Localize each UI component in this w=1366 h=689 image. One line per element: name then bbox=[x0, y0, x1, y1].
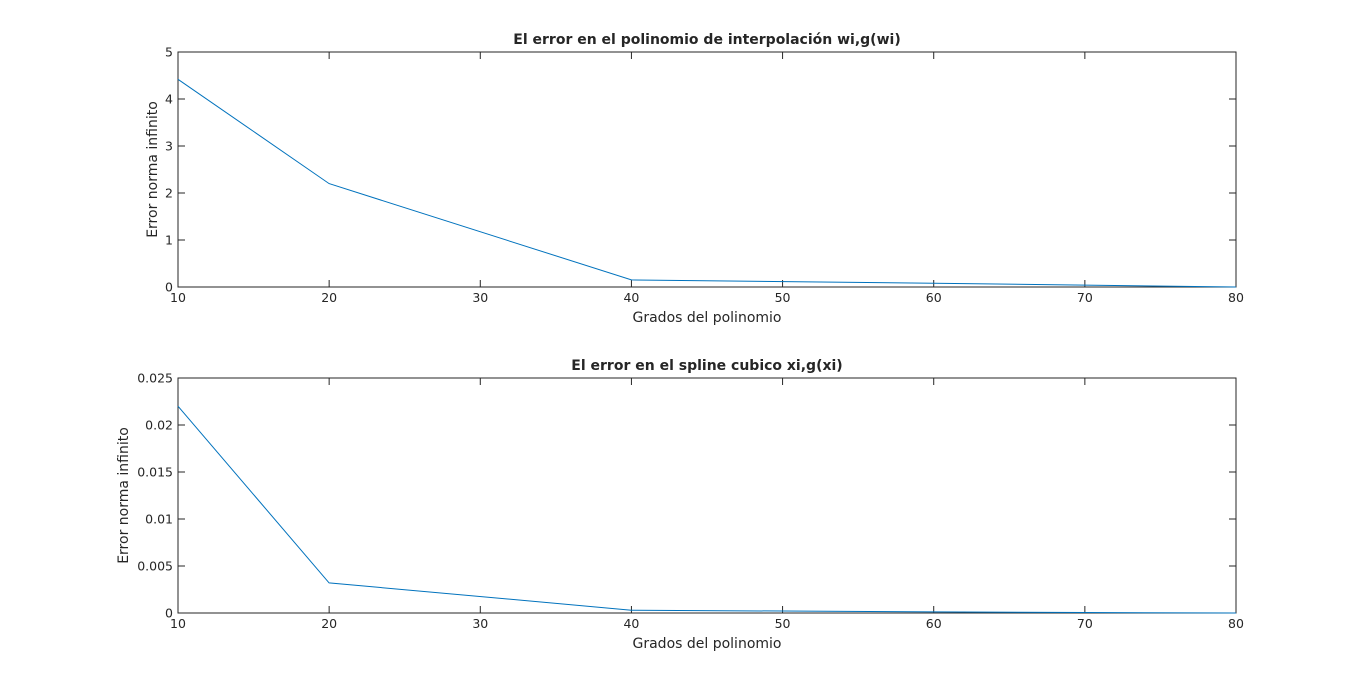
x-tick-label: 70 bbox=[1077, 616, 1093, 631]
y-tick-label: 3 bbox=[165, 139, 173, 154]
y-tick-label: 0.02 bbox=[145, 418, 173, 433]
x-tick-label: 40 bbox=[623, 616, 639, 631]
plot-area bbox=[177, 51, 1237, 288]
x-tick-label: 70 bbox=[1077, 290, 1093, 305]
x-tick-label: 30 bbox=[472, 616, 488, 631]
y-tick-label: 1 bbox=[165, 233, 173, 248]
x-tick-label: 10 bbox=[170, 616, 186, 631]
x-axis-label: Grados del polinomio bbox=[633, 310, 782, 326]
x-tick-label: 40 bbox=[623, 290, 639, 305]
y-axis-label: Error norma infinito bbox=[145, 101, 161, 238]
y-tick-label: 0.025 bbox=[137, 371, 173, 386]
y-tick-label: 0 bbox=[165, 606, 173, 621]
x-tick-label: 20 bbox=[321, 290, 337, 305]
subplot-interpolation-error: El error en el polinomio de interpolació… bbox=[145, 32, 1244, 326]
x-axis-label: Grados del polinomio bbox=[633, 636, 782, 652]
series-line bbox=[177, 78, 1237, 288]
x-tick-label: 50 bbox=[775, 616, 791, 631]
x-tick-label: 60 bbox=[926, 290, 942, 305]
chart-title: El error en el polinomio de interpolació… bbox=[513, 32, 900, 48]
plot-area bbox=[177, 377, 1237, 614]
series-marks bbox=[177, 78, 1237, 288]
ticks: 10 20 30 40 50 60 70 80 0 1 2 3 4 5 bbox=[165, 45, 1244, 306]
y-tick-label: 0 bbox=[165, 280, 173, 295]
y-tick-label: 0.015 bbox=[137, 465, 173, 480]
x-tick-label: 60 bbox=[926, 616, 942, 631]
chart-title: El error en el spline cubico xi,g(xi) bbox=[571, 358, 842, 374]
series-marks bbox=[177, 405, 1237, 614]
x-tick-label: 30 bbox=[472, 290, 488, 305]
y-tick-label: 2 bbox=[165, 186, 173, 201]
x-tick-label: 80 bbox=[1228, 616, 1244, 631]
subplot-spline-error: El error en el spline cubico xi,g(xi) 10… bbox=[116, 358, 1244, 652]
y-axis-label: Error norma infinito bbox=[116, 427, 132, 564]
y-tick-label: 0.01 bbox=[145, 512, 173, 527]
x-tick-label: 20 bbox=[321, 616, 337, 631]
y-tick-label: 5 bbox=[165, 45, 173, 60]
x-tick-label: 50 bbox=[775, 290, 791, 305]
x-tick-label: 80 bbox=[1228, 290, 1244, 305]
y-tick-label: 0.005 bbox=[137, 559, 173, 574]
ticks: 10 20 30 40 50 60 70 80 0 0.005 0.01 0.015 0.02 0.025 bbox=[137, 371, 1244, 632]
series-line bbox=[177, 405, 1237, 614]
x-tick-label: 10 bbox=[170, 290, 186, 305]
y-tick-label: 4 bbox=[165, 92, 173, 107]
